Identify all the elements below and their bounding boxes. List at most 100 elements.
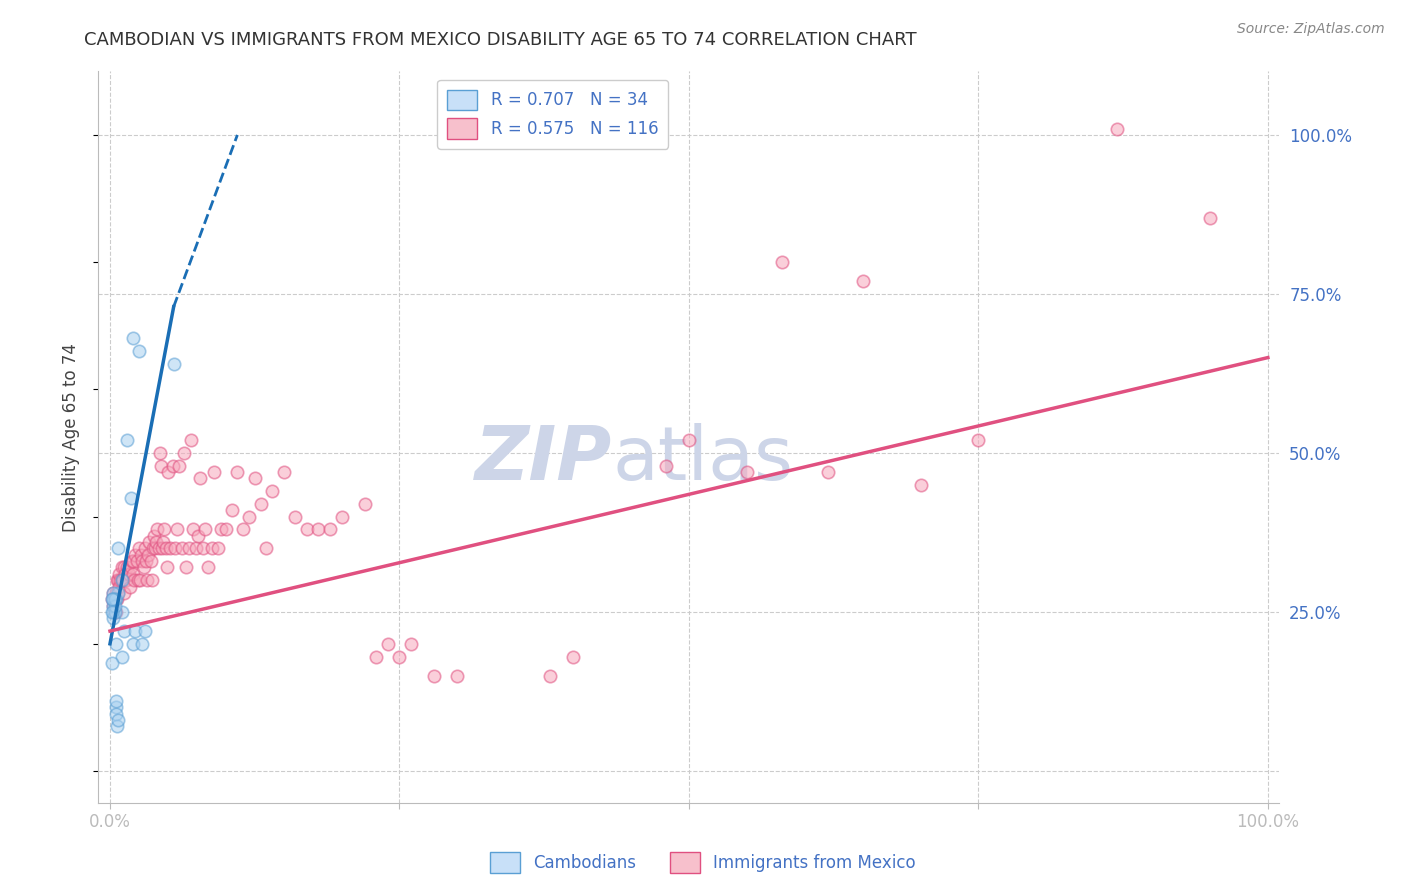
Point xyxy=(105,719,128,733)
Point xyxy=(127,573,149,587)
Point xyxy=(103,586,125,600)
Legend: R = 0.707   N = 34, R = 0.575   N = 116: R = 0.707 N = 34, R = 0.575 N = 116 xyxy=(437,79,668,149)
Point xyxy=(101,656,124,670)
Point xyxy=(105,592,128,607)
Point xyxy=(177,541,200,556)
Point xyxy=(121,554,143,568)
Point xyxy=(295,522,318,536)
Point xyxy=(366,649,388,664)
Point xyxy=(117,560,139,574)
Point xyxy=(194,522,217,536)
Point xyxy=(103,586,125,600)
Point xyxy=(678,434,700,448)
Point xyxy=(103,599,125,613)
Point xyxy=(353,497,375,511)
Y-axis label: Disability Age 65 to 74: Disability Age 65 to 74 xyxy=(62,343,80,532)
Point xyxy=(201,541,224,556)
Point xyxy=(142,541,165,556)
Point xyxy=(910,477,932,491)
Point xyxy=(655,458,678,473)
Point xyxy=(388,649,411,664)
Point xyxy=(155,541,177,556)
Point xyxy=(136,573,159,587)
Point xyxy=(207,541,229,556)
Point xyxy=(149,458,172,473)
Point xyxy=(104,637,127,651)
Point xyxy=(232,522,254,536)
Point xyxy=(770,255,793,269)
Point xyxy=(209,522,232,536)
Point xyxy=(170,541,193,556)
Point xyxy=(110,649,132,664)
Point xyxy=(108,580,131,594)
Point xyxy=(136,548,159,562)
Point xyxy=(101,605,124,619)
Point xyxy=(187,529,209,543)
Point xyxy=(159,541,181,556)
Point xyxy=(146,522,169,536)
Point xyxy=(104,605,127,619)
Point xyxy=(197,560,219,574)
Point xyxy=(138,535,160,549)
Point xyxy=(104,605,127,619)
Point xyxy=(134,541,156,556)
Point xyxy=(103,592,125,607)
Point xyxy=(284,509,307,524)
Point xyxy=(122,566,145,581)
Point xyxy=(128,344,150,359)
Point xyxy=(104,605,127,619)
Point xyxy=(735,465,758,479)
Point xyxy=(238,509,260,524)
Text: CAMBODIAN VS IMMIGRANTS FROM MEXICO DISABILITY AGE 65 TO 74 CORRELATION CHART: CAMBODIAN VS IMMIGRANTS FROM MEXICO DISA… xyxy=(84,31,917,49)
Point xyxy=(166,522,188,536)
Point xyxy=(122,331,145,345)
Point xyxy=(124,624,146,638)
Point xyxy=(118,580,141,594)
Point xyxy=(107,541,129,556)
Point xyxy=(108,566,131,581)
Point xyxy=(152,535,174,549)
Point xyxy=(103,605,125,619)
Point xyxy=(319,522,342,536)
Text: atlas: atlas xyxy=(612,423,793,496)
Point xyxy=(104,694,127,708)
Point xyxy=(110,560,132,574)
Point xyxy=(122,554,145,568)
Point xyxy=(141,573,163,587)
Point xyxy=(104,586,127,600)
Point xyxy=(173,446,195,460)
Point xyxy=(103,611,125,625)
Point xyxy=(143,529,166,543)
Text: Source: ZipAtlas.com: Source: ZipAtlas.com xyxy=(1237,22,1385,37)
Text: ZIP: ZIP xyxy=(475,423,612,496)
Point xyxy=(1199,211,1222,225)
Point xyxy=(110,573,132,587)
Point xyxy=(103,592,125,607)
Point xyxy=(852,274,875,288)
Point xyxy=(111,573,134,587)
Point xyxy=(120,560,142,574)
Point xyxy=(101,592,124,607)
Point xyxy=(107,573,129,587)
Point xyxy=(101,592,124,607)
Point xyxy=(180,434,202,448)
Point xyxy=(117,434,139,448)
Point xyxy=(145,535,167,549)
Point xyxy=(128,541,150,556)
Point xyxy=(104,706,127,721)
Point xyxy=(117,566,139,581)
Point xyxy=(226,465,249,479)
Point xyxy=(107,586,129,600)
Point xyxy=(112,560,135,574)
Point xyxy=(112,586,135,600)
Point xyxy=(153,522,176,536)
Point xyxy=(114,566,136,581)
Point xyxy=(120,491,142,505)
Point xyxy=(104,700,127,714)
Legend: Cambodians, Immigrants from Mexico: Cambodians, Immigrants from Mexico xyxy=(484,846,922,880)
Point xyxy=(538,668,561,682)
Point xyxy=(254,541,277,556)
Point xyxy=(110,573,132,587)
Point xyxy=(162,458,184,473)
Point xyxy=(243,471,266,485)
